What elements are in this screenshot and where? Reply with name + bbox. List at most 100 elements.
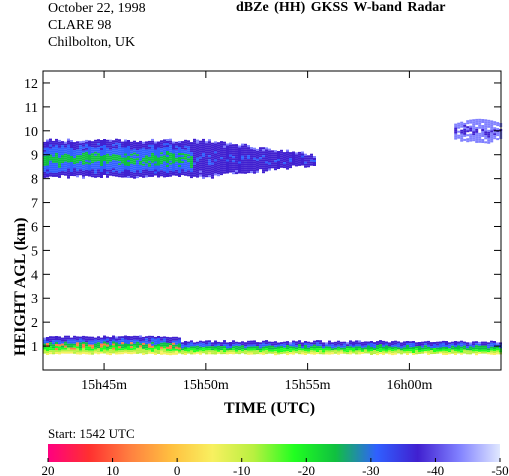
echo-cell [289, 350, 292, 353]
echo-cell [82, 170, 85, 173]
echo-cell [304, 341, 307, 343]
echo-cell [70, 341, 73, 344]
echo-cell [46, 159, 49, 162]
echo-cell [88, 172, 91, 175]
echo-cell [154, 173, 157, 176]
echo-cell [46, 157, 49, 160]
echo-cell [55, 336, 58, 338]
echo-cell [109, 147, 112, 150]
echo-cell [370, 351, 373, 353]
echo-cell [127, 170, 130, 172]
echo-cell [283, 152, 286, 155]
echo-cell [448, 352, 451, 355]
echo-cell [472, 119, 476, 122]
echo-cell [142, 350, 145, 353]
echo-cell [457, 343, 460, 346]
echo-cell [91, 350, 94, 353]
echo-cell [58, 336, 61, 339]
echo-cell [85, 149, 88, 152]
echo-cell [151, 349, 154, 352]
echo-cell [388, 350, 391, 353]
echo-cell [148, 343, 151, 346]
echo-cell [172, 149, 175, 152]
echo-cell [220, 165, 223, 168]
echo-cell [142, 338, 145, 341]
echo-cell [97, 149, 100, 152]
echo-cell [70, 162, 73, 164]
echo-cell [115, 156, 118, 159]
echo-cell [184, 153, 187, 156]
echo-cell [217, 343, 220, 346]
echo-cell [148, 154, 151, 157]
echo-cell [478, 122, 482, 125]
echo-cell [160, 170, 163, 173]
echo-cell [193, 148, 196, 151]
echo-cell [100, 162, 103, 164]
echo-cell [190, 162, 193, 165]
echo-cell [169, 148, 172, 151]
echo-cell [280, 153, 283, 156]
echo-cell [493, 135, 497, 138]
echo-cell [157, 151, 160, 154]
echo-cell [52, 338, 55, 341]
echo-cell [190, 348, 193, 351]
echo-cell [469, 137, 473, 140]
echo-cell [259, 147, 262, 150]
echo-cell [70, 174, 73, 176]
echo-cell [217, 168, 220, 171]
colorbar-tick-label: 0 [174, 463, 181, 476]
y-tick-label: 9 [31, 149, 38, 164]
echo-cell [58, 145, 61, 148]
echo-cell [133, 152, 136, 155]
echo-cell [262, 163, 265, 166]
echo-cell [226, 145, 229, 148]
echo-cell [232, 340, 235, 343]
echo-cell [148, 349, 151, 352]
echo-cell [280, 352, 283, 355]
echo-cell [463, 343, 466, 346]
echo-cell [187, 170, 190, 173]
echo-cell [52, 174, 55, 177]
echo-cell [106, 175, 109, 178]
echo-cell [340, 341, 343, 344]
echo-cell [76, 159, 79, 162]
echo-cell [217, 150, 220, 153]
echo-cell [166, 163, 169, 165]
echo-cell [154, 165, 157, 168]
echo-cell [265, 350, 268, 353]
echo-cell [229, 142, 232, 145]
echo-cell [394, 352, 397, 355]
echo-cell [97, 346, 100, 349]
echo-cell [307, 345, 310, 348]
echo-cell [85, 336, 88, 339]
echo-cell [97, 338, 100, 341]
echo-cell [61, 347, 64, 350]
echo-cell [280, 149, 283, 152]
echo-cell [313, 344, 316, 347]
echo-cell [139, 144, 142, 147]
x-tick-label: 15h55m [285, 378, 331, 393]
echo-cell [394, 348, 397, 351]
echo-cell [373, 344, 376, 347]
echo-cell [142, 175, 145, 178]
echo-cell [46, 173, 49, 176]
echo-cell [247, 169, 250, 172]
echo-cell [295, 162, 298, 165]
echo-cell [145, 143, 148, 146]
echo-cell [481, 133, 485, 135]
echo-cell [208, 157, 211, 160]
echo-cell [211, 158, 214, 161]
echo-cell [262, 344, 265, 347]
echo-cell [274, 150, 277, 153]
echo-cell [127, 164, 130, 166]
echo-cell [184, 353, 187, 355]
echo-cell [46, 163, 49, 166]
echo-cell [214, 141, 217, 144]
echo-cell [424, 349, 427, 352]
echo-cell [475, 122, 479, 125]
echo-cell [226, 342, 229, 345]
echo-cell [409, 347, 412, 350]
echo-cell [145, 340, 148, 343]
echo-cell [322, 352, 325, 355]
echo-cell [391, 349, 394, 352]
